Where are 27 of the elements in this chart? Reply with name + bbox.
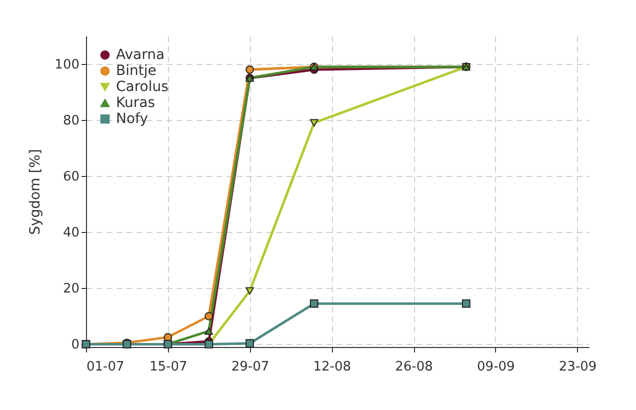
point [310,299,318,308]
x-tick-label: 29-07 [231,360,270,374]
point [246,65,254,74]
y-axis-title: Sygdom [%] [28,149,44,235]
point [246,339,254,348]
x-tick-label: 23-09 [558,360,597,374]
x-tick-label: 01-07 [86,360,124,374]
y-tick-label: 40 [62,226,80,241]
point [462,299,470,308]
point [246,287,254,295]
x-tick-label: 12-08 [313,360,352,374]
y-tick-label: 0 [71,338,80,353]
legend-label: Kuras [116,95,155,111]
legend-label: Carolus [116,79,168,95]
legend-label: Avarna [116,47,165,63]
x-tick-label: 26-08 [395,360,433,374]
y-tick-label: 60 [62,170,80,185]
y-tick-label: 100 [54,58,80,73]
legend-label: Nofy [116,111,148,127]
point [310,119,318,127]
x-tick-label: 15-07 [149,360,188,374]
y-tick-label: 20 [62,282,80,297]
point [204,327,214,335]
x-tick-label: 09-09 [477,360,515,374]
point [204,312,214,320]
y-tick-label: 80 [62,114,80,129]
legend-label: Bintje [116,63,156,79]
